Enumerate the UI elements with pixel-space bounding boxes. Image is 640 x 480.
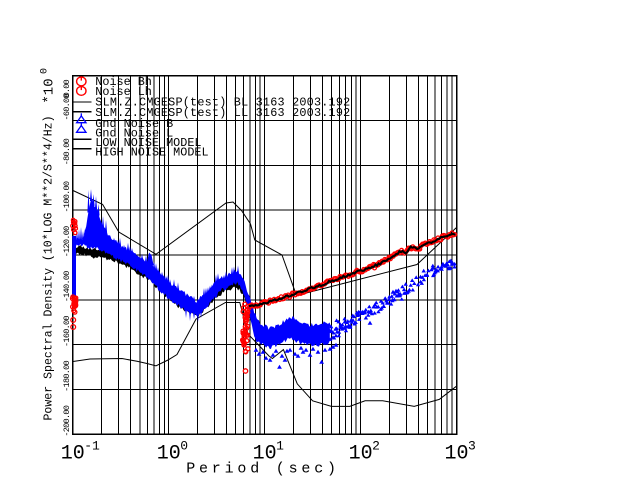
svg-text:10: 10: [444, 443, 468, 466]
svg-text:-120.00: -120.00: [62, 226, 72, 258]
svg-text:-80.00: -80.00: [62, 138, 72, 165]
svg-text:Gnd Noise B: Gnd Noise B: [95, 117, 173, 131]
svg-text:10: 10: [157, 443, 181, 466]
svg-text:0: 0: [40, 68, 51, 74]
svg-text:-1: -1: [84, 439, 100, 454]
svg-text:Period (sec): Period (sec): [186, 461, 340, 478]
svg-text:-60.00: -60.00: [62, 94, 72, 121]
svg-text:SLM.Z.CMGESP(test) LL 3163 20: SLM.Z.CMGESP(test) LL 3163 2003.192: [95, 106, 350, 120]
svg-text:10: 10: [253, 443, 277, 466]
svg-text:-180.00: -180.00: [62, 360, 72, 392]
svg-text:LOW NOISE MODEL: LOW NOISE MODEL: [95, 136, 201, 150]
svg-text:10: 10: [61, 443, 85, 466]
svg-text:Noise Bh: Noise Bh: [95, 75, 152, 89]
svg-text:2: 2: [372, 439, 380, 454]
svg-text:-200.00: -200.00: [62, 405, 72, 437]
svg-text:SLM.Z.CMGESP(test) BL 3163 20: SLM.Z.CMGESP(test) BL 3163 2003.192: [95, 95, 350, 109]
svg-text:-140.00: -140.00: [62, 271, 72, 303]
svg-text:HIGH NOISE MODEL: HIGH NOISE MODEL: [95, 145, 208, 159]
svg-text:10: 10: [349, 443, 373, 466]
svg-text:3: 3: [468, 439, 476, 454]
svg-text:Power Spectral Density (10*LOG: Power Spectral Density (10*LOG M**2/S**4…: [43, 116, 56, 421]
svg-text:0: 0: [180, 439, 188, 454]
svg-text:1: 1: [276, 439, 284, 454]
svg-text:Gnd Noise L: Gnd Noise L: [95, 127, 173, 141]
svg-text:*10: *10: [42, 78, 58, 103]
svg-text:0.00: 0.00: [62, 79, 72, 97]
svg-text:Noise Lh: Noise Lh: [95, 85, 152, 99]
svg-text:-100.00: -100.00: [62, 181, 72, 213]
svg-text:-160.00: -160.00: [62, 315, 72, 347]
